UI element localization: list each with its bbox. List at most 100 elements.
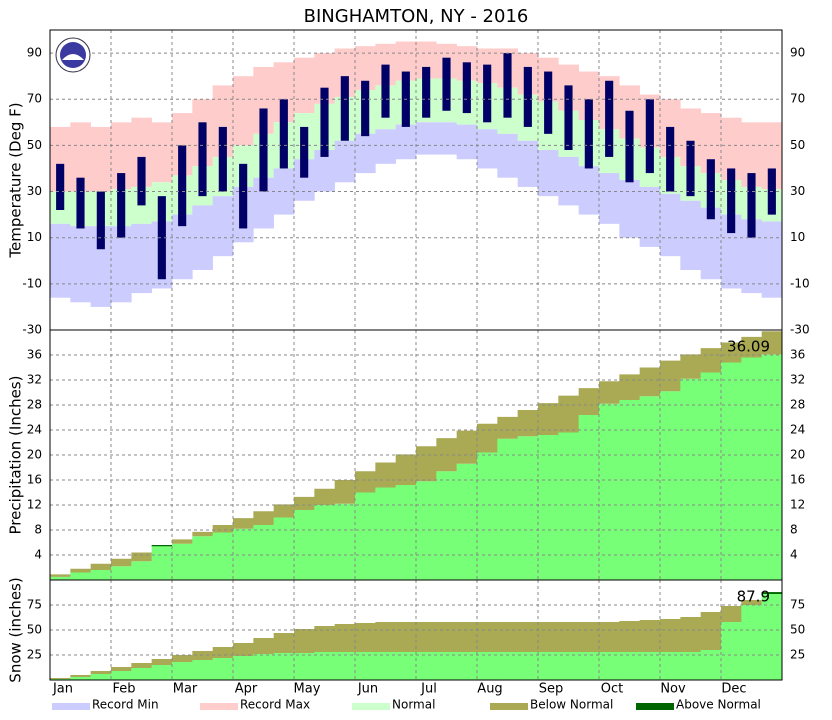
below-normal-area bbox=[70, 675, 91, 677]
legend-swatch bbox=[200, 703, 238, 710]
observed-area bbox=[741, 357, 762, 580]
below-normal-area bbox=[639, 367, 661, 397]
record-min-bar bbox=[558, 156, 579, 206]
observed-area bbox=[558, 652, 579, 680]
observed-area bbox=[314, 505, 335, 580]
observed-area bbox=[578, 652, 600, 680]
y2-tick-label: 30 bbox=[790, 184, 805, 198]
observed-bar bbox=[686, 140, 695, 197]
observed-area bbox=[761, 354, 783, 580]
y-tick-label: 16 bbox=[27, 473, 42, 487]
below-normal-area bbox=[619, 621, 640, 652]
record-min-bar bbox=[456, 124, 478, 160]
record-min-bar bbox=[70, 226, 91, 303]
record-min-bar bbox=[334, 140, 356, 183]
observed-area bbox=[233, 528, 254, 580]
y2-tick-label: 28 bbox=[790, 398, 805, 412]
observed-area bbox=[131, 561, 152, 580]
observed-bar bbox=[523, 66, 532, 127]
legend-swatch bbox=[636, 703, 674, 710]
below-normal-area bbox=[334, 624, 356, 652]
below-normal-area bbox=[212, 647, 234, 658]
record-max-bar bbox=[111, 122, 132, 190]
below-normal-area bbox=[497, 622, 518, 652]
x-tick-label: Dec bbox=[721, 682, 746, 697]
panel-frame bbox=[49, 579, 783, 681]
legend-label: Below Normal bbox=[530, 698, 613, 712]
record-min-bar bbox=[700, 207, 722, 280]
y-tick-label: 8 bbox=[34, 523, 42, 537]
x-tick-label: Feb bbox=[112, 682, 135, 697]
below-normal-area bbox=[273, 633, 295, 653]
below-normal-area bbox=[90, 563, 112, 570]
logo-bird bbox=[62, 54, 84, 60]
below-normal-area bbox=[131, 552, 152, 562]
y-tick-label: 50 bbox=[27, 623, 42, 637]
y-tick-label: 36 bbox=[27, 348, 42, 362]
x-tick-label: Oct bbox=[601, 682, 623, 697]
below-normal-area bbox=[680, 354, 701, 379]
record-max-bar bbox=[172, 113, 193, 176]
observed-area bbox=[639, 396, 661, 580]
y2-tick-label: -30 bbox=[790, 323, 810, 337]
y-axis-title: Precipitation (Inches) bbox=[7, 376, 25, 535]
observed-bar bbox=[442, 57, 451, 111]
above-normal-area bbox=[761, 592, 783, 594]
record-min-bar bbox=[395, 124, 417, 160]
observed-bar bbox=[157, 196, 166, 280]
below-normal-area bbox=[355, 623, 376, 652]
record-min-bar bbox=[578, 166, 600, 215]
observed-area bbox=[517, 652, 539, 680]
y-axis-title: Snow (inches) bbox=[7, 577, 25, 682]
record-min-bar bbox=[294, 159, 315, 201]
below-normal-area bbox=[558, 622, 579, 652]
y-axis-title: Temperature (Deg F) bbox=[7, 102, 25, 258]
observed-area bbox=[599, 403, 620, 580]
observed-bar bbox=[625, 110, 634, 183]
observed-area bbox=[456, 463, 478, 580]
observed-area bbox=[70, 572, 91, 580]
below-normal-area bbox=[294, 496, 315, 510]
y-tick-label: -30 bbox=[22, 323, 42, 337]
below-normal-area bbox=[253, 511, 274, 525]
observed-area bbox=[90, 674, 112, 680]
observed-area bbox=[70, 677, 91, 680]
record-min-bar bbox=[111, 226, 132, 303]
y2-tick-label: 70 bbox=[790, 92, 805, 106]
observed-area bbox=[477, 452, 498, 580]
x-tick-label: Jan bbox=[52, 682, 73, 697]
y-tick-label: 50 bbox=[27, 138, 42, 152]
x-tick-label: May bbox=[294, 682, 321, 697]
y-tick-label: 25 bbox=[27, 648, 42, 662]
observed-area bbox=[192, 660, 213, 680]
observed-area bbox=[436, 471, 457, 580]
observed-area bbox=[172, 543, 193, 580]
y2-tick-label: 50 bbox=[790, 623, 805, 637]
observed-area bbox=[416, 481, 437, 580]
observed-area bbox=[538, 435, 559, 580]
observed-area bbox=[416, 652, 437, 680]
observed-area bbox=[355, 492, 376, 580]
observed-bar bbox=[462, 62, 471, 114]
record-min-bar bbox=[131, 223, 152, 294]
observed-area bbox=[233, 656, 254, 680]
below-normal-area bbox=[172, 655, 193, 662]
observed-bar bbox=[96, 191, 105, 250]
record-min-bar bbox=[436, 122, 457, 155]
observed-bar bbox=[198, 122, 207, 197]
below-normal-area bbox=[517, 622, 539, 652]
record-max-bar bbox=[395, 41, 417, 81]
record-max-bar bbox=[761, 122, 783, 190]
record-min-bar bbox=[172, 214, 193, 280]
observed-area bbox=[90, 570, 112, 580]
below-normal-area bbox=[192, 531, 213, 537]
observed-area bbox=[619, 652, 640, 680]
observed-area bbox=[111, 671, 132, 680]
record-max-bar bbox=[314, 53, 335, 104]
y-tick-label: 24 bbox=[27, 423, 42, 437]
observed-area bbox=[395, 652, 417, 680]
record-max-bar bbox=[700, 113, 722, 174]
record-min-bar bbox=[355, 133, 376, 174]
record-max-bar bbox=[680, 108, 701, 167]
y-tick-label: 28 bbox=[27, 398, 42, 412]
